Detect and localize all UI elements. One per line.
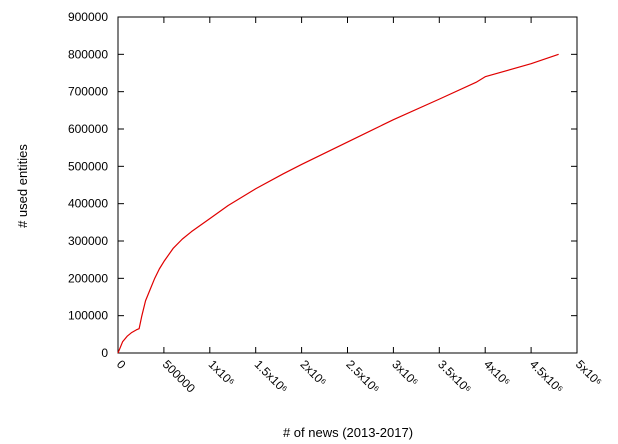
plot-frame — [117, 16, 578, 354]
y-tick-label: 500000 — [68, 159, 108, 173]
y-tick-label: 300000 — [68, 234, 108, 248]
x-tick-label: 3.5x10⁶ — [435, 357, 474, 396]
x-tick-label: 0 — [114, 357, 129, 372]
y-tick-label: 0 — [101, 346, 108, 360]
x-tick-label: 5x10⁶ — [573, 357, 605, 389]
x-tick-label: 2.5x10⁶ — [343, 357, 382, 396]
x-axis-title: # of news (2013-2017) — [283, 425, 413, 440]
x-tick-label: 1.5x10⁶ — [252, 357, 291, 396]
y-tick-label: 100000 — [68, 309, 108, 323]
y-tick-label: 700000 — [68, 85, 108, 99]
x-tick-label: 500000 — [160, 357, 198, 395]
y-tick-label: 200000 — [68, 271, 108, 285]
x-tick-label: 2x10⁶ — [297, 357, 329, 389]
x-tick-label: 1x10⁶ — [206, 357, 238, 389]
y-axis-title: # used entities — [15, 144, 30, 228]
series-line — [117, 53, 559, 354]
x-tick-label: 4x10⁶ — [481, 357, 513, 389]
x-tick-label: 3x10⁶ — [389, 357, 421, 389]
y-tick-label: 400000 — [68, 197, 108, 211]
y-tick-label: 800000 — [68, 47, 108, 61]
y-tick-label: 600000 — [68, 122, 108, 136]
x-tick-label: 4.5x10⁶ — [527, 357, 566, 396]
axes — [117, 16, 578, 354]
ticks: 0 100000 200000 300000 400000 500000 600000 700… — [68, 10, 605, 396]
y-tick-label: 900000 — [68, 10, 108, 24]
series — [117, 53, 559, 354]
